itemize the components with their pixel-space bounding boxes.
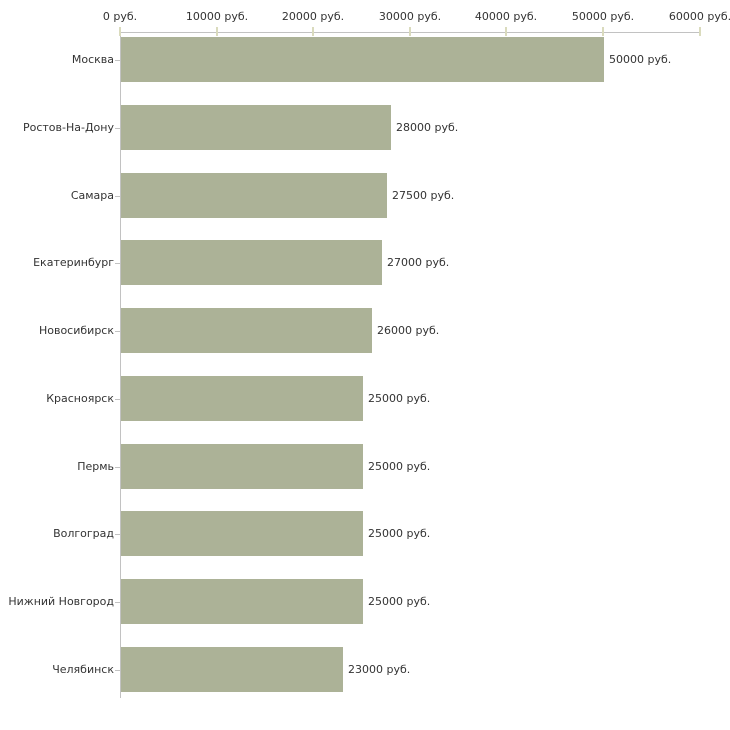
value-label: 27000 руб.: [387, 256, 450, 269]
category-tick: [115, 196, 120, 197]
value-label: 23000 руб.: [348, 663, 411, 676]
bar: [121, 105, 391, 150]
category-tick: [115, 670, 120, 671]
category-tick: [115, 399, 120, 400]
y-axis-line: [120, 32, 121, 698]
category-label: Новосибирск: [38, 324, 114, 337]
value-label: 26000 руб.: [377, 324, 440, 337]
bar: [121, 240, 382, 285]
value-label: 25000 руб.: [368, 527, 431, 540]
x-axis-tick-label: 20000 руб.: [281, 10, 345, 23]
category-label: Пермь: [77, 460, 114, 473]
bar: [121, 579, 363, 624]
value-label: 25000 руб.: [368, 595, 431, 608]
category-label: Екатеринбург: [33, 256, 114, 269]
category-tick: [115, 467, 120, 468]
category-label: Красноярск: [46, 392, 114, 405]
category-tick: [115, 331, 120, 332]
x-axis-tick-label: 50000 руб.: [571, 10, 635, 23]
x-axis-tick: [505, 27, 507, 36]
bar: [121, 308, 372, 353]
x-axis-tick-label: 0 руб.: [102, 10, 138, 23]
x-axis-tick: [119, 27, 121, 36]
x-axis-tick-label: 60000 руб.: [668, 10, 730, 23]
x-axis-tick-label: 30000 руб.: [378, 10, 442, 23]
x-axis-tick-label: 10000 руб.: [185, 10, 249, 23]
bar: [121, 511, 363, 556]
category-label: Волгоград: [53, 527, 114, 540]
value-label: 50000 руб.: [609, 53, 672, 66]
value-label: 28000 руб.: [396, 121, 459, 134]
x-axis-tick: [312, 27, 314, 36]
category-tick: [115, 263, 120, 264]
bar: [121, 173, 387, 218]
bar: [121, 37, 604, 82]
bar: [121, 647, 343, 692]
category-label: Москва: [71, 53, 114, 66]
x-axis-tick: [602, 27, 604, 36]
category-tick: [115, 602, 120, 603]
x-axis-tick: [216, 27, 218, 36]
x-axis-tick: [699, 27, 701, 36]
x-axis-tick-label: 40000 руб.: [474, 10, 538, 23]
category-tick: [115, 534, 120, 535]
bar: [121, 376, 363, 421]
category-label: Ростов-На-Дону: [22, 121, 114, 134]
category-label: Нижний Новгород: [8, 595, 114, 608]
bar: [121, 444, 363, 489]
value-label: 27500 руб.: [392, 189, 455, 202]
category-tick: [115, 128, 120, 129]
value-label: 25000 руб.: [368, 392, 431, 405]
value-label: 25000 руб.: [368, 460, 431, 473]
x-axis-tick: [409, 27, 411, 36]
category-label: Челябинск: [52, 663, 114, 676]
category-label: Самара: [70, 189, 114, 202]
category-tick: [115, 60, 120, 61]
